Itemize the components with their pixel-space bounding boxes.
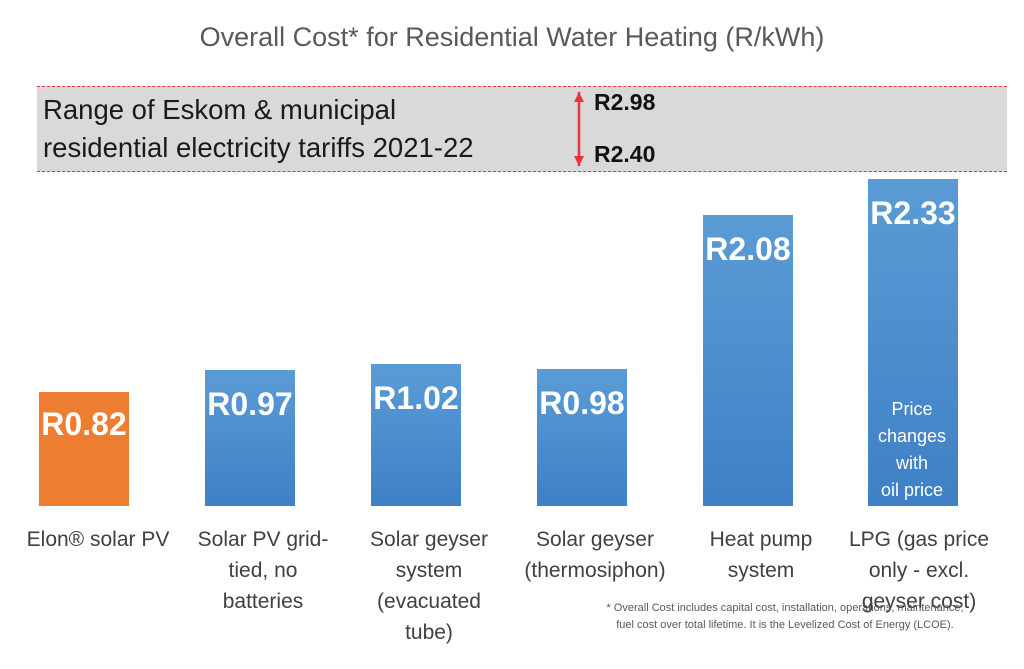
category-label: LPG (gas price only - excl. geyser cost) (848, 528, 990, 613)
bar-3: R1.02 (371, 364, 461, 506)
bar-1: R0.82 (39, 392, 129, 506)
category-label: Elon® solar PV (26, 528, 170, 551)
category-label: Solar PV grid- tied, no batteries (197, 528, 329, 613)
bar-value-label: R1.02 (373, 380, 459, 416)
tariff-arrow-head (574, 92, 584, 102)
bar-value-label: R0.98 (539, 385, 625, 421)
tariff-arrow-head (574, 156, 584, 166)
tariff-low-label: R2.40 (594, 141, 656, 167)
category-label: Solar geyser (thermosiphon) (524, 528, 666, 582)
category-label: Solar geyser system (evacuated tube) (370, 528, 488, 644)
chart-title: Overall Cost* for Residential Water Heat… (199, 22, 825, 52)
bar-value-label: R0.97 (207, 386, 293, 422)
tariff-high-label: R2.98 (594, 89, 656, 115)
bar-2: R0.97 (205, 370, 295, 506)
tariff-range-label: Range of Eskom & municipal residential e… (43, 94, 474, 163)
bar-5: R2.08 (703, 215, 793, 506)
footnote: * Overall Cost includes capital cost, in… (606, 602, 964, 631)
price-change-annotation: Price changes with oil price (877, 399, 947, 500)
bar-value-label: R0.82 (41, 406, 127, 442)
bar-4: R0.98 (537, 369, 627, 506)
bar-value-label: R2.33 (870, 195, 956, 231)
bar-value-label: R2.08 (705, 231, 791, 267)
tariff-range-band: Range of Eskom & municipal residential e… (37, 86, 1007, 172)
category-label: Heat pump system (709, 528, 813, 582)
tariff-range-arrow (574, 92, 584, 166)
bar-6: R2.33 (868, 179, 958, 506)
